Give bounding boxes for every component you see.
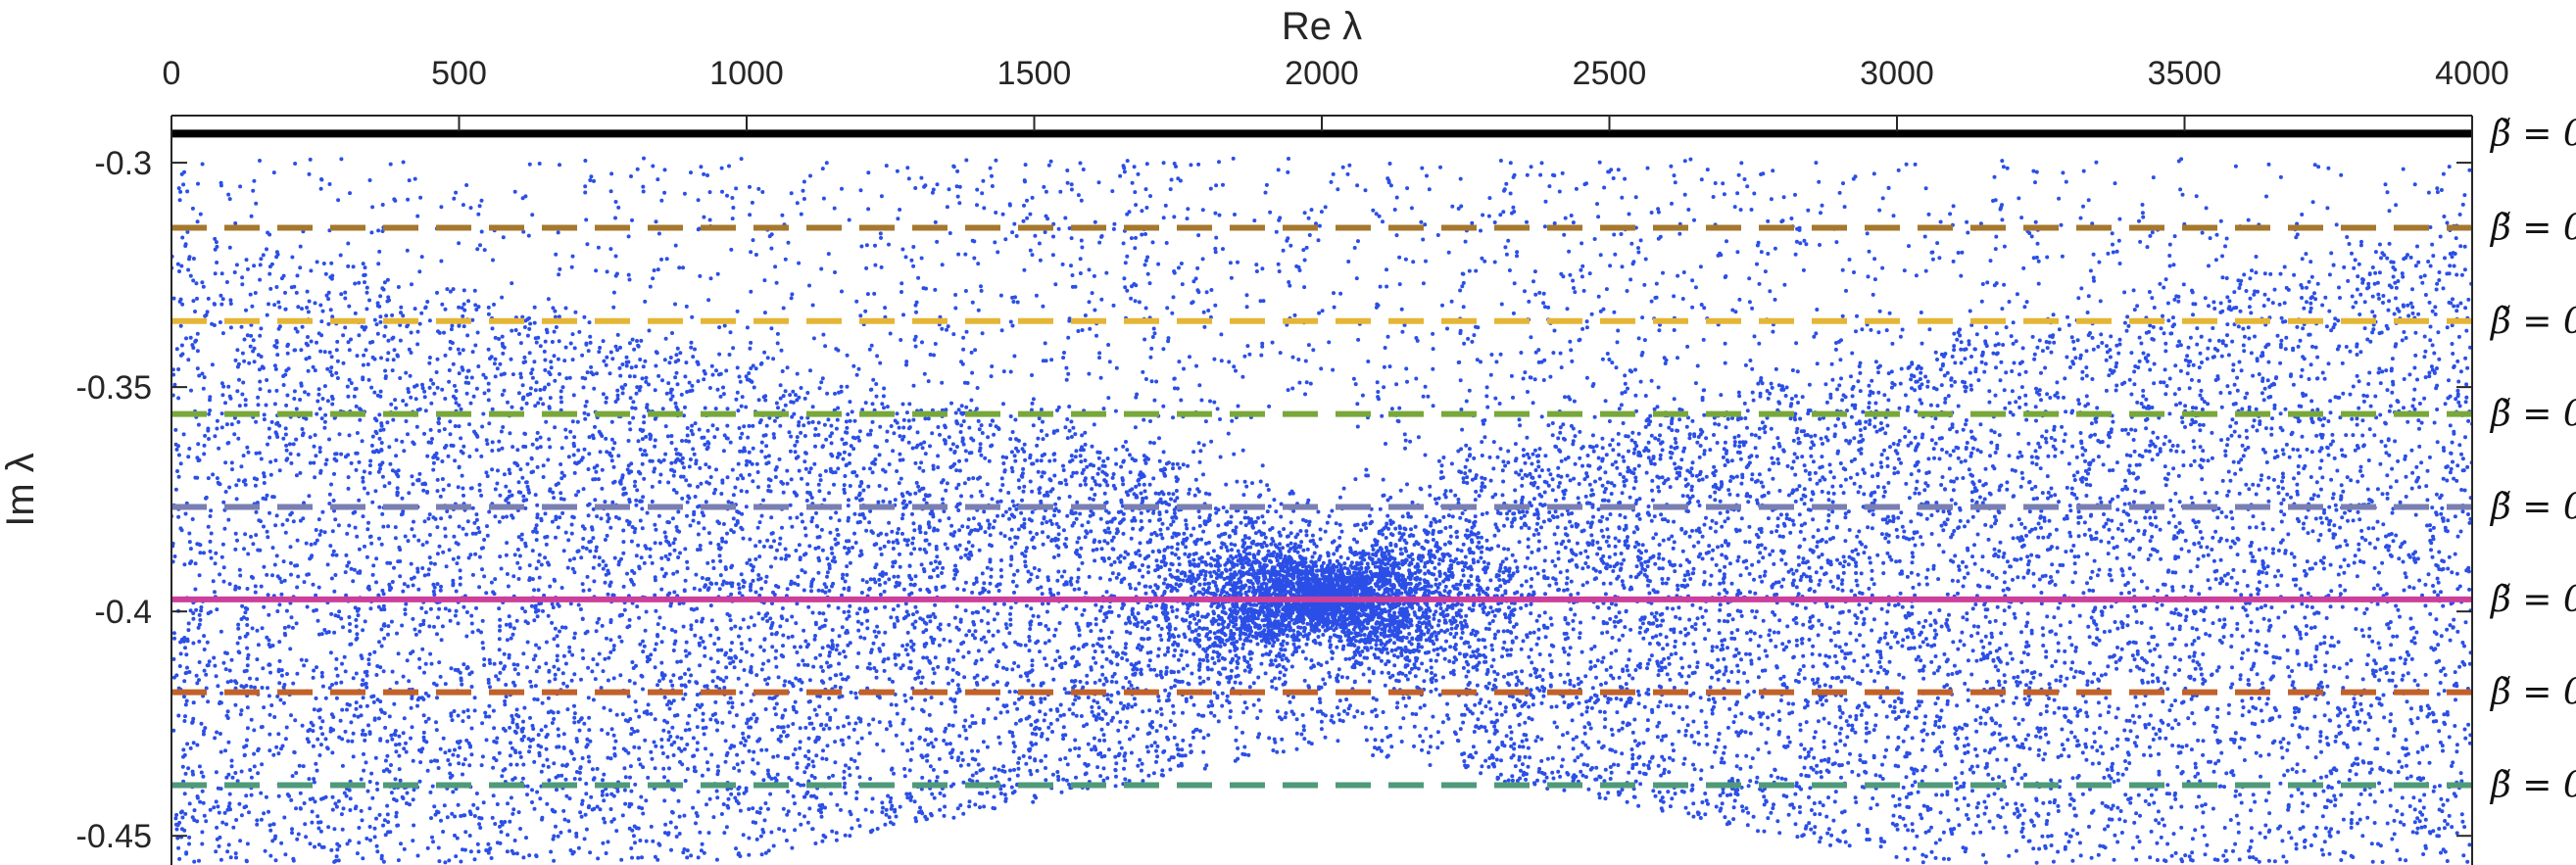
beta-label-0.2: β̃ = 0.2 — [2489, 302, 2576, 342]
beta-label-0: β̃ = 0 — [2489, 114, 2576, 154]
y-tick-label: -0.3 — [94, 145, 152, 182]
y-axis-title: Im λ — [0, 453, 42, 527]
x-tick-label: 1500 — [997, 55, 1072, 92]
x-tick-label: 2000 — [1285, 55, 1359, 92]
x-tick-label: 1000 — [709, 55, 784, 92]
x-tick-label: 3500 — [2148, 55, 2222, 92]
y-tick-label: -0.45 — [76, 818, 153, 855]
x-ticks: 0 500 1000 1500 2000 2500 3000 3500 4000 — [163, 55, 2509, 131]
beta-label-0.7: β̃ = 0.7 — [2489, 765, 2576, 805]
y-tick-label: -0.35 — [76, 369, 153, 407]
y-ticks: -0.3 -0.35 -0.4 -0.45 — [76, 145, 2472, 855]
beta-reference-lines — [171, 129, 2472, 789]
x-tick-label: 3000 — [1860, 55, 1934, 92]
x-axis-title: Re λ — [1282, 5, 1362, 48]
beta-label-0.3: β̃ = 0.3 — [2489, 395, 2576, 435]
y-tick-label: -0.4 — [94, 594, 152, 631]
beta-label-0.6: β̃ = 0.6 — [2489, 673, 2576, 713]
x-tick-label: 0 — [163, 55, 181, 92]
x-tick-label: 4000 — [2435, 55, 2509, 92]
x-tick-label: 500 — [431, 55, 487, 92]
beta-label-0.4: β̃ = 0.4 — [2489, 487, 2576, 527]
beta-label-0.5: β̃ = 0.5 — [2489, 580, 2576, 620]
beta-labels: β̃ = 0 β̃ = 0.1 β̃ = 0.2 β̃ = 0.3 β̃ = 0.4 β̃… — [2489, 114, 2576, 805]
beta-label-0.1: β̃ = 0.1 — [2489, 209, 2576, 249]
x-tick-label: 2500 — [1573, 55, 1647, 92]
